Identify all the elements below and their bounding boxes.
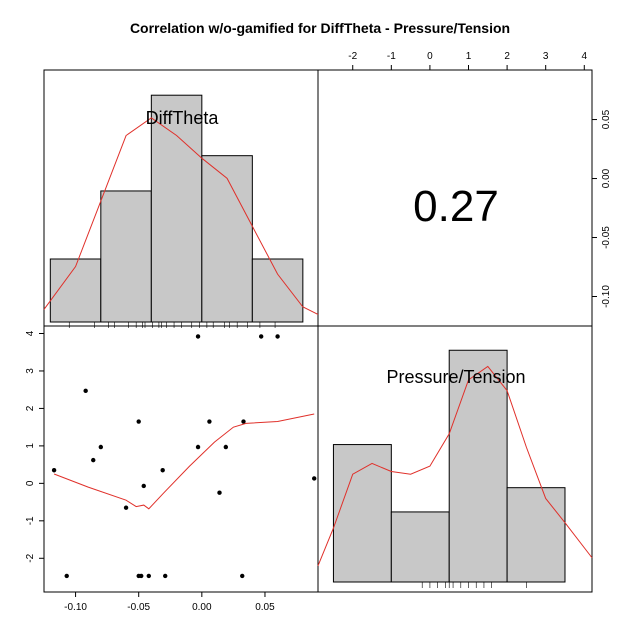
top-axis-tick-label: -2 <box>348 51 357 62</box>
scatter-point <box>195 334 201 339</box>
top-axis-tick-label: 4 <box>582 51 588 62</box>
pressure-hist-bar <box>506 487 566 583</box>
y-axis-tick-label: 4 <box>25 330 36 336</box>
top-axis-tick-label: -1 <box>387 51 396 62</box>
x-axis-tick-label: -0.05 <box>127 602 150 613</box>
top-axis-tick-label: 1 <box>466 51 472 62</box>
chart-title: Correlation w/o-gamified for DiffTheta -… <box>130 20 510 36</box>
scatter-point <box>98 444 104 450</box>
scatter-point <box>136 419 141 424</box>
right-axis-tick-label: -0.10 <box>601 285 612 308</box>
right-axis-tick-label: -0.05 <box>601 226 612 249</box>
scatter-point <box>240 573 245 579</box>
y-axis-tick-label: 3 <box>25 368 36 374</box>
variable-label-pressure-tension: Pressure/Tension <box>386 367 525 387</box>
right-axis-tick-label: 0.00 <box>601 168 612 188</box>
difftheta-hist-bar <box>251 258 304 323</box>
scatter-point <box>123 505 129 510</box>
x-axis-tick-label: -0.10 <box>64 602 87 613</box>
right-axis-tick-label: 0.05 <box>601 109 612 129</box>
scatter-point <box>83 388 88 394</box>
pressure-hist-bar <box>448 349 508 583</box>
x-axis-tick-label: 0.05 <box>255 602 275 613</box>
scatter-point <box>207 419 212 424</box>
smooth-line <box>53 413 315 510</box>
scatter-point <box>258 334 264 339</box>
difftheta-hist-bar <box>100 190 152 323</box>
scatter-point <box>163 573 168 579</box>
top-axis-tick-label: 0 <box>427 51 433 62</box>
scatter-point <box>64 573 69 579</box>
scatter-point <box>312 476 317 481</box>
y-axis-tick-label: 1 <box>25 443 36 449</box>
top-axis-tick-label: 3 <box>543 51 549 62</box>
x-axis-tick-label: 0.00 <box>192 602 212 613</box>
scatter-point <box>160 468 165 473</box>
y-axis-tick-label: 2 <box>25 405 36 411</box>
panel-bl <box>43 325 319 593</box>
scatter-point <box>139 573 144 579</box>
correlation-value: 0.27 <box>413 182 499 231</box>
y-axis-tick-label: -2 <box>25 553 36 562</box>
pressure-hist-bar <box>390 511 450 583</box>
scatter-point <box>51 468 57 473</box>
top-axis-tick-label: 2 <box>504 51 510 62</box>
difftheta-hist-bar <box>150 94 203 323</box>
pressure-hist-bar <box>332 444 392 583</box>
panel-br <box>317 325 593 593</box>
scatter-point <box>146 573 152 579</box>
scatter-point <box>275 334 280 339</box>
scatter-point <box>241 419 246 424</box>
difftheta-density-line <box>43 117 319 315</box>
scatter-point <box>91 457 96 463</box>
scatter-point <box>217 490 222 495</box>
scatter-point <box>195 444 201 450</box>
difftheta-hist-bar <box>201 155 253 323</box>
scatter-point <box>141 483 146 489</box>
scatter-point <box>223 444 229 450</box>
variable-label-difftheta: DiffTheta <box>146 108 220 128</box>
y-axis-tick-label: -1 <box>25 516 36 525</box>
difftheta-hist-bar <box>49 258 102 323</box>
pressure-density-line <box>317 365 593 567</box>
y-axis-tick-label: 0 <box>25 480 36 486</box>
